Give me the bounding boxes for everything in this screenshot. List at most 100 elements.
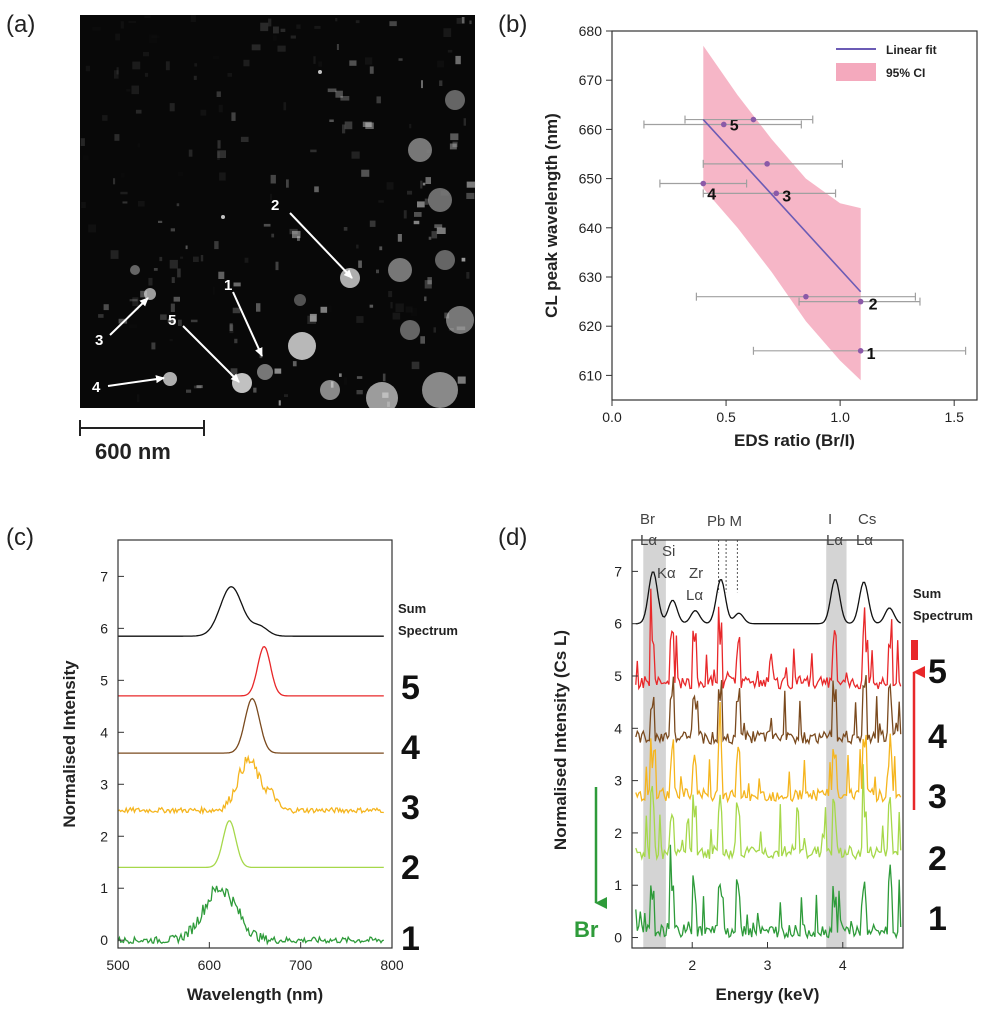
series-label: 1: [401, 920, 420, 958]
eds-line-1: [635, 844, 902, 940]
speckle: [135, 109, 142, 114]
speckle: [417, 201, 425, 208]
x-tick-label: 2: [688, 957, 696, 973]
speckle: [456, 326, 466, 331]
speckle: [280, 28, 286, 32]
speckle: [343, 227, 348, 231]
speckle: [313, 56, 316, 64]
speckle: [169, 338, 173, 342]
speckle: [428, 236, 432, 240]
speckle: [229, 323, 233, 331]
speckle: [356, 390, 363, 395]
marker-1: 1: [224, 277, 232, 294]
speckle: [466, 181, 476, 188]
series-label: 3: [928, 778, 947, 816]
speckle: [292, 361, 297, 367]
speckle: [294, 294, 306, 306]
point-label: 4: [707, 187, 716, 204]
panel-c: (c) 500 600 700 800 0 1 2 3 4 5 6 7 Wavelength (nm) N…: [6, 524, 458, 1004]
x-tick-label: 3: [764, 957, 772, 973]
speckle: [231, 112, 236, 121]
speckle: [218, 271, 225, 279]
speckle: [221, 215, 225, 219]
speckle: [251, 44, 261, 51]
speckle: [318, 62, 322, 67]
speckle: [422, 182, 426, 186]
speckle: [420, 180, 423, 189]
speckle: [284, 394, 288, 397]
y-tick-label: 5: [100, 672, 108, 688]
speckle: [445, 90, 465, 110]
speckle: [213, 56, 220, 59]
speckle: [126, 89, 130, 91]
y-tick-label: 680: [579, 23, 603, 39]
speckle: [340, 96, 350, 101]
speckle: [217, 151, 220, 160]
speckle: [456, 18, 462, 24]
speckle: [436, 227, 446, 234]
speckle: [144, 15, 150, 18]
y-tick-label: 1: [614, 877, 622, 893]
fit-line: [702, 119, 862, 293]
speckle: [234, 338, 238, 344]
speckle: [171, 277, 175, 283]
speckle: [364, 57, 373, 65]
speckle: [122, 201, 128, 204]
y-tick-label: 4: [614, 720, 622, 736]
speckle: [349, 60, 357, 66]
speckle: [143, 52, 150, 57]
speckle: [286, 179, 289, 188]
y-tick-label: 610: [579, 367, 603, 383]
speckle: [227, 73, 232, 77]
speckle: [243, 59, 250, 67]
speckle: [151, 35, 159, 38]
y-tick-label: 660: [579, 121, 603, 137]
speckle: [185, 245, 188, 250]
speckle: [219, 172, 226, 181]
data-point: [764, 161, 770, 167]
speckle: [397, 234, 402, 242]
speckle: [457, 376, 466, 384]
speckle: [178, 172, 184, 176]
speckle: [403, 210, 407, 219]
speckle: [440, 190, 449, 196]
x-tick-label: 0.5: [716, 409, 736, 425]
eds-line-4: [635, 675, 902, 746]
speckle: [344, 378, 347, 385]
speckle: [256, 303, 261, 312]
marker-2: 2: [271, 197, 279, 214]
point-label: 1: [867, 346, 876, 363]
speckle: [426, 149, 430, 153]
speckle: [340, 268, 360, 288]
speckle: [437, 61, 444, 68]
y-tick-label: 4: [100, 724, 108, 740]
data-point: [773, 190, 780, 197]
speckle: [120, 191, 128, 195]
speckle: [289, 228, 298, 235]
speckle: [263, 223, 271, 227]
speckle: [140, 290, 148, 298]
speckle: [369, 220, 376, 227]
speckle: [200, 109, 207, 116]
shaded-region: [826, 540, 847, 948]
speckle: [390, 301, 393, 309]
marker-arrow-2: [289, 212, 353, 279]
speckle: [452, 141, 458, 148]
speckle: [268, 18, 272, 27]
marker-4: 4: [92, 379, 101, 396]
series-label: 4: [401, 729, 420, 767]
speckle: [335, 90, 343, 98]
speckle: [244, 257, 249, 263]
speckle: [217, 140, 221, 149]
marker-arrow-5: [182, 325, 240, 383]
peak-label-br: Br: [640, 511, 655, 528]
speckle: [407, 190, 413, 195]
peak-label-i: I: [828, 511, 832, 528]
speckle: [290, 35, 296, 39]
speckle: [274, 368, 282, 374]
speckle: [398, 58, 403, 61]
speckle: [356, 376, 363, 379]
peak-label-zr: Zr: [689, 565, 703, 582]
speckle: [260, 22, 269, 32]
